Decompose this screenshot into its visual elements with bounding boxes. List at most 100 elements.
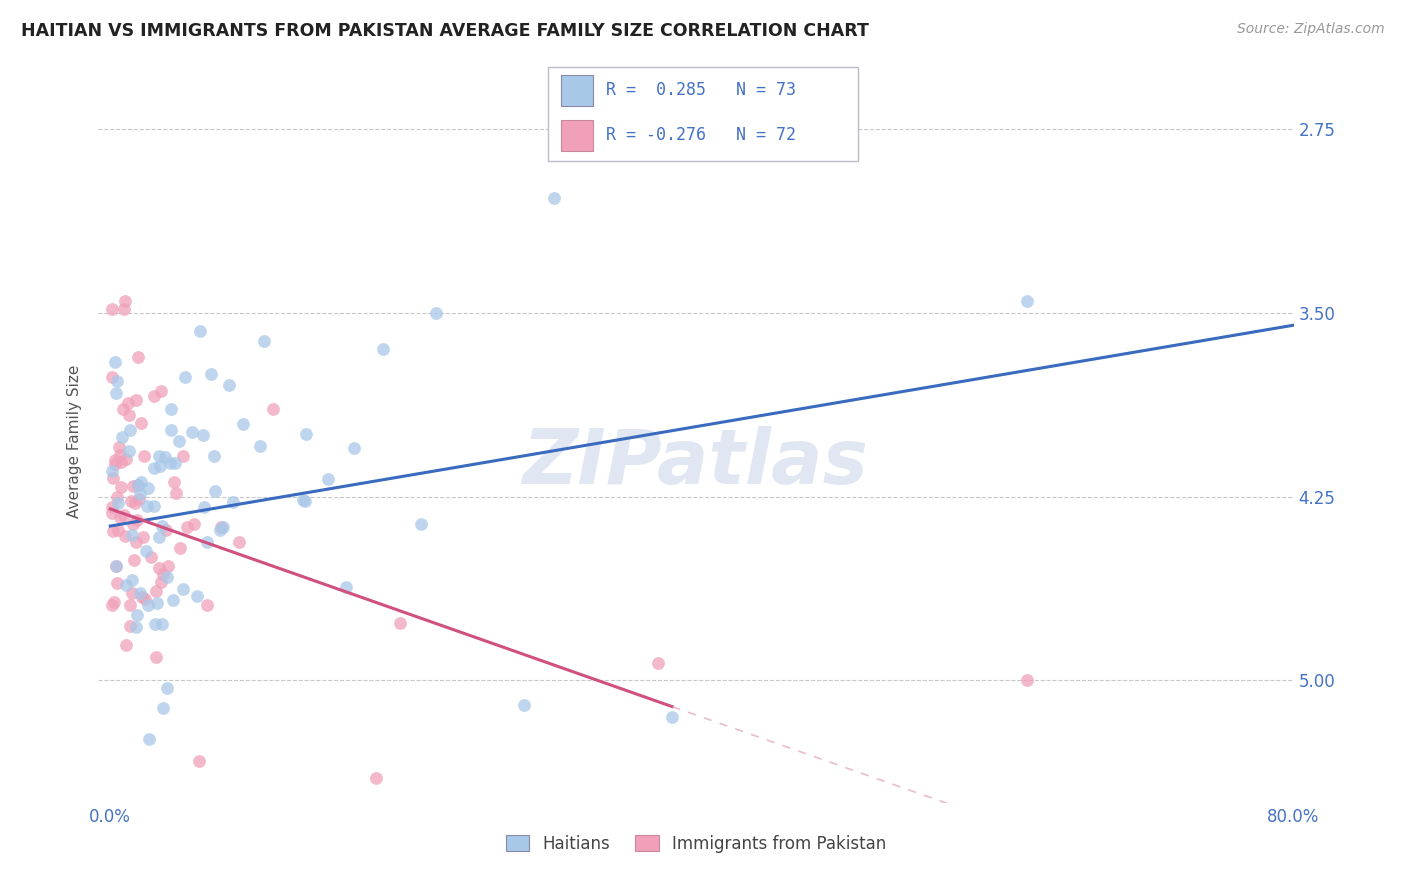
- Point: [138, 731, 160, 746]
- Point: [132, 530, 155, 544]
- Point: [232, 417, 254, 432]
- Point: [343, 441, 366, 455]
- Point: [125, 620, 148, 634]
- Point: [148, 561, 170, 575]
- Point: [162, 593, 184, 607]
- Point: [159, 402, 181, 417]
- Point: [112, 508, 135, 522]
- Point: [120, 494, 142, 508]
- Point: [150, 616, 173, 631]
- Point: [127, 350, 149, 364]
- Point: [1017, 293, 1039, 308]
- Point: [195, 598, 218, 612]
- Point: [124, 553, 146, 567]
- Point: [120, 619, 142, 633]
- Point: [128, 491, 150, 506]
- Point: [105, 558, 128, 573]
- Point: [114, 528, 136, 542]
- Point: [142, 461, 165, 475]
- Point: [124, 496, 146, 510]
- Point: [200, 368, 222, 382]
- Point: [122, 479, 145, 493]
- Point: [118, 423, 141, 437]
- Point: [101, 471, 124, 485]
- Point: [150, 519, 173, 533]
- FancyBboxPatch shape: [548, 67, 858, 161]
- Point: [145, 583, 167, 598]
- Point: [100, 500, 122, 514]
- Point: [111, 430, 134, 444]
- Text: HAITIAN VS IMMIGRANTS FROM PAKISTAN AVERAGE FAMILY SIZE CORRELATION CHART: HAITIAN VS IMMIGRANTS FROM PAKISTAN AVER…: [21, 22, 869, 40]
- Point: [105, 490, 128, 504]
- Point: [134, 450, 156, 464]
- Point: [193, 500, 215, 514]
- Point: [513, 698, 536, 712]
- Point: [120, 598, 142, 612]
- Point: [105, 374, 128, 388]
- Point: [115, 638, 138, 652]
- Point: [127, 478, 149, 492]
- Point: [389, 615, 412, 630]
- Point: [117, 395, 139, 409]
- Point: [104, 355, 127, 369]
- Point: [131, 590, 153, 604]
- Text: R = -0.276   N = 72: R = -0.276 N = 72: [606, 127, 796, 145]
- Point: [153, 450, 176, 465]
- Point: [291, 492, 314, 507]
- Point: [136, 481, 159, 495]
- Point: [118, 443, 141, 458]
- Point: [104, 457, 127, 471]
- Point: [172, 450, 194, 464]
- Point: [149, 459, 172, 474]
- Point: [202, 449, 225, 463]
- Point: [156, 681, 179, 695]
- Point: [129, 475, 152, 489]
- Point: [121, 573, 143, 587]
- Point: [425, 306, 447, 320]
- Point: [169, 434, 191, 449]
- Point: [110, 480, 132, 494]
- Point: [209, 524, 232, 538]
- Point: [148, 530, 170, 544]
- Point: [145, 617, 167, 632]
- Point: [165, 486, 187, 500]
- Point: [129, 586, 152, 600]
- Point: [228, 535, 250, 549]
- Point: [127, 478, 149, 492]
- Point: [647, 656, 669, 670]
- Point: [150, 384, 173, 398]
- Text: ZIPatlas: ZIPatlas: [523, 426, 869, 500]
- Point: [316, 472, 339, 486]
- Text: R =  0.285   N = 73: R = 0.285 N = 73: [606, 81, 796, 99]
- Point: [172, 582, 194, 596]
- Point: [156, 570, 179, 584]
- Point: [183, 516, 205, 531]
- Point: [142, 389, 165, 403]
- Point: [163, 456, 186, 470]
- Point: [112, 301, 135, 316]
- Point: [104, 386, 127, 401]
- Bar: [561, 75, 593, 105]
- Point: [209, 520, 232, 534]
- Point: [107, 496, 129, 510]
- Point: [169, 541, 191, 555]
- Point: [181, 425, 204, 439]
- Point: [150, 574, 173, 589]
- Point: [212, 520, 235, 534]
- Point: [186, 590, 208, 604]
- Point: [121, 585, 143, 599]
- Point: [159, 456, 181, 470]
- Point: [262, 402, 284, 417]
- Point: [159, 423, 181, 437]
- Point: [661, 710, 683, 724]
- Point: [129, 416, 152, 430]
- Point: [195, 535, 218, 549]
- Point: [100, 301, 122, 316]
- Point: [125, 534, 148, 549]
- Point: [104, 452, 127, 467]
- Point: [135, 544, 157, 558]
- Point: [152, 701, 174, 715]
- Point: [115, 451, 138, 466]
- Point: [101, 506, 124, 520]
- Point: [1017, 673, 1039, 688]
